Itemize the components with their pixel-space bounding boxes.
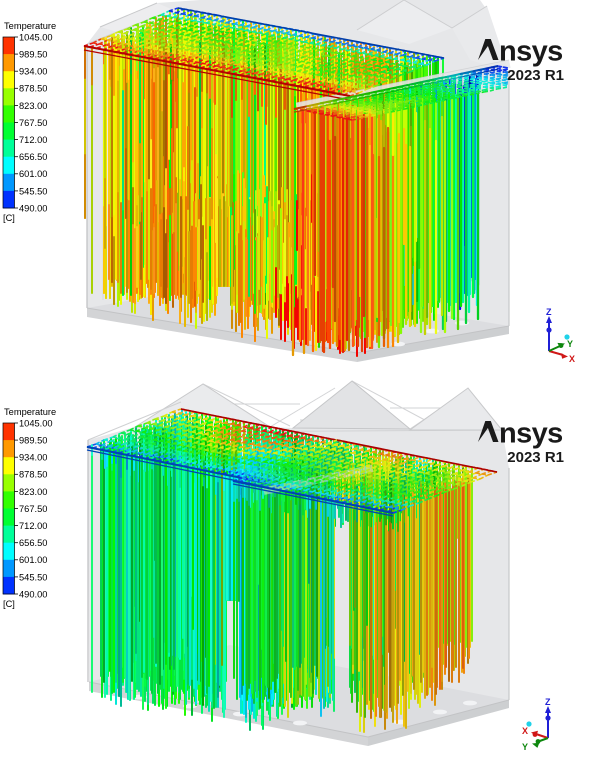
svg-text:934.00: 934.00 [19,453,47,463]
svg-text:989.50: 989.50 [19,50,47,60]
svg-text:2023 R1: 2023 R1 [507,449,564,466]
svg-text:[C]: [C] [3,213,15,223]
svg-text:545.50: 545.50 [19,572,47,582]
svg-text:712.00: 712.00 [19,135,47,145]
svg-text:934.00: 934.00 [19,67,47,77]
svg-text:767.50: 767.50 [19,118,47,128]
svg-text:823.00: 823.00 [19,487,47,497]
svg-text:2023 R1: 2023 R1 [507,67,564,84]
svg-text:Z: Z [546,307,552,317]
svg-text:712.00: 712.00 [19,521,47,531]
svg-text:823.00: 823.00 [19,101,47,111]
svg-text:Z: Z [545,697,551,707]
svg-text:601.00: 601.00 [19,169,47,179]
svg-text:656.50: 656.50 [19,538,47,548]
svg-text:490.00: 490.00 [19,203,47,213]
svg-text:878.50: 878.50 [19,470,47,480]
svg-text:Y: Y [567,339,573,349]
svg-text:1045.00: 1045.00 [19,32,53,42]
svg-text:878.50: 878.50 [19,84,47,94]
svg-text:767.50: 767.50 [19,504,47,514]
svg-text:X: X [522,726,528,736]
svg-text:Temperature: Temperature [4,21,56,31]
svg-text:656.50: 656.50 [19,152,47,162]
svg-text:[C]: [C] [3,599,15,609]
svg-text:nsys: nsys [499,418,563,450]
svg-text:X: X [569,354,575,364]
svg-text:Y: Y [522,742,528,752]
svg-text:545.50: 545.50 [19,186,47,196]
svg-text:Temperature: Temperature [4,407,56,417]
svg-text:nsys: nsys [499,36,563,68]
svg-text:989.50: 989.50 [19,436,47,446]
svg-text:490.00: 490.00 [19,589,47,599]
svg-text:1045.00: 1045.00 [19,418,53,428]
svg-text:601.00: 601.00 [19,555,47,565]
